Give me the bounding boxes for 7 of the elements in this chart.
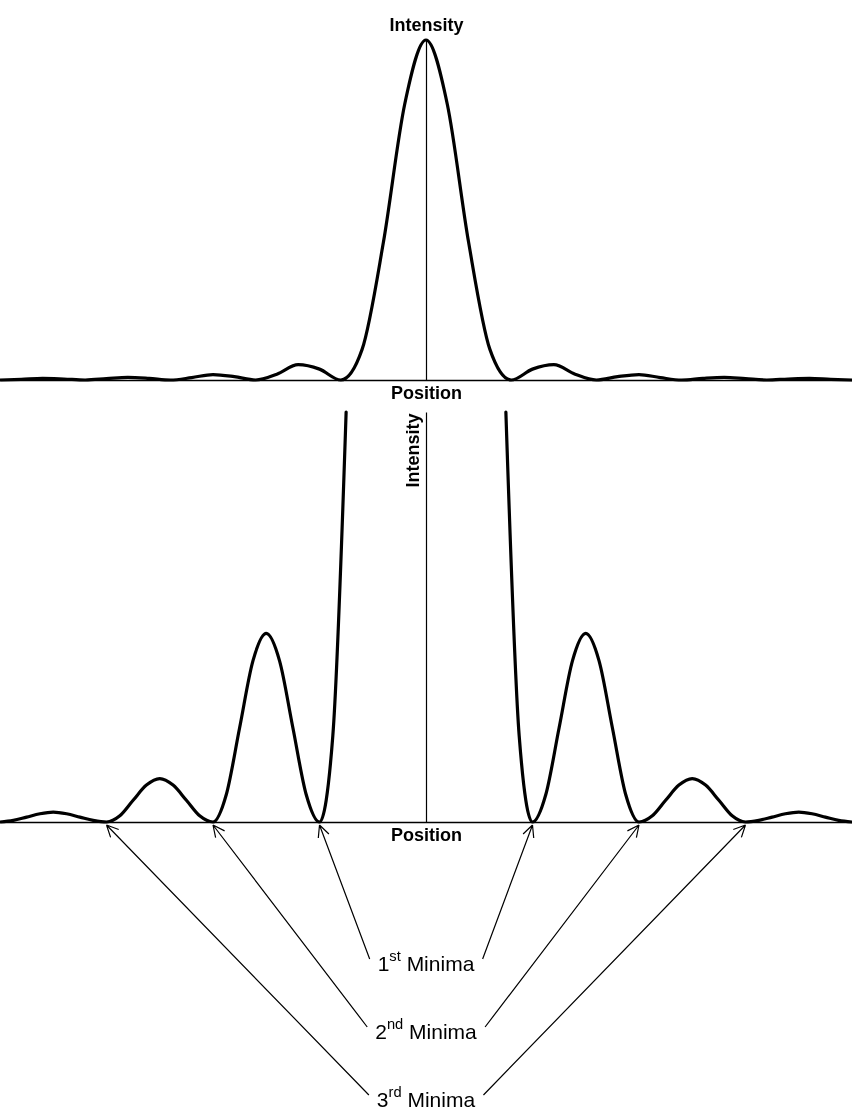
x-axis-title: Position [391, 382, 462, 403]
text: 1$^{st}$ Minima [377, 947, 475, 975]
y-axis-title: Intensity [389, 14, 464, 35]
y-axis-title: Intensity [402, 413, 423, 488]
text: 3$^{rd}$ Minima [376, 1083, 476, 1111]
text: 2$^{nd}$ Minima [375, 1015, 478, 1043]
x-axis-title: Position [391, 824, 462, 845]
